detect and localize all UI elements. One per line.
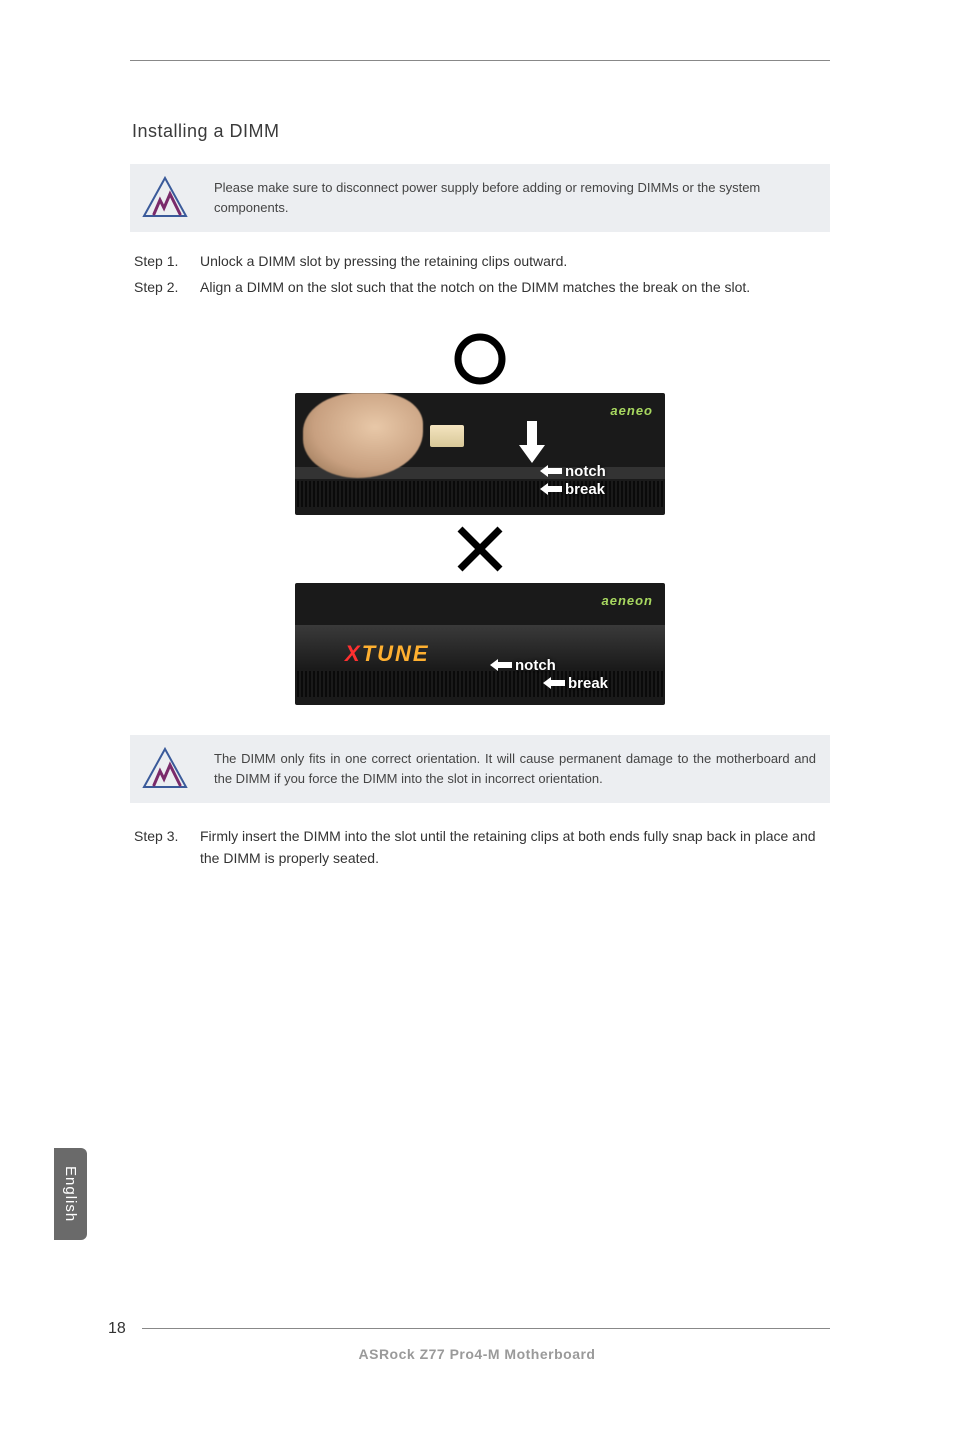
brand-label-1: aeneo — [610, 403, 653, 418]
language-tab: English — [54, 1148, 87, 1240]
page-number: 18 — [108, 1320, 126, 1338]
step-2: Step 2. Align a DIMM on the slot such th… — [130, 276, 830, 298]
warning-note-2: The DIMM only fits in one correct orient… — [130, 735, 830, 803]
step-1-text: Unlock a DIMM slot by pressing the retai… — [200, 250, 567, 272]
footer-rule — [142, 1328, 830, 1329]
top-rule — [130, 60, 830, 61]
warning-note-1-text: Please make sure to disconnect power sup… — [214, 178, 816, 218]
xtune-label: XTUNE — [345, 641, 430, 667]
warning-note-2-text: The DIMM only fits in one correct orient… — [214, 749, 816, 789]
brand-label-2: aeneon — [601, 593, 653, 608]
step-1: Step 1. Unlock a DIMM slot by pressing t… — [130, 250, 830, 272]
warning-note-1: Please make sure to disconnect power sup… — [130, 164, 830, 232]
step-2-label: Step 2. — [134, 276, 200, 298]
arrow-left-icon — [540, 483, 562, 495]
arrow-left-icon — [490, 659, 512, 671]
arrow-left-icon — [540, 465, 562, 477]
step-3-label: Step 3. — [134, 825, 200, 870]
warning-icon — [140, 745, 190, 793]
step-3-text: Firmly insert the DIMM into the slot unt… — [200, 825, 830, 870]
step-1-label: Step 1. — [134, 250, 200, 272]
step-2-text: Align a DIMM on the slot such that the n… — [200, 276, 750, 298]
arrow-down-icon — [517, 421, 547, 463]
arrow-left-icon — [543, 677, 565, 689]
step-3: Step 3. Firmly insert the DIMM into the … — [130, 825, 830, 870]
incorrect-symbol-icon — [450, 519, 510, 579]
notch-label-1: notch — [540, 463, 606, 480]
correct-symbol-icon — [450, 329, 510, 389]
break-label-1: break — [540, 481, 605, 498]
photo-correct: aeneo notch break — [295, 393, 665, 515]
footer-text: ASRock Z77 Pro4-M Motherboard — [0, 1346, 954, 1362]
section-title: Installing a DIMM — [132, 121, 830, 142]
photo-incorrect: aeneon XTUNE notch break — [295, 583, 665, 705]
instruction-images: aeneo notch break aeneon XTUNE — [130, 329, 830, 705]
warning-icon — [140, 174, 190, 222]
break-label-2: break — [543, 675, 608, 692]
notch-label-2: notch — [490, 657, 556, 674]
